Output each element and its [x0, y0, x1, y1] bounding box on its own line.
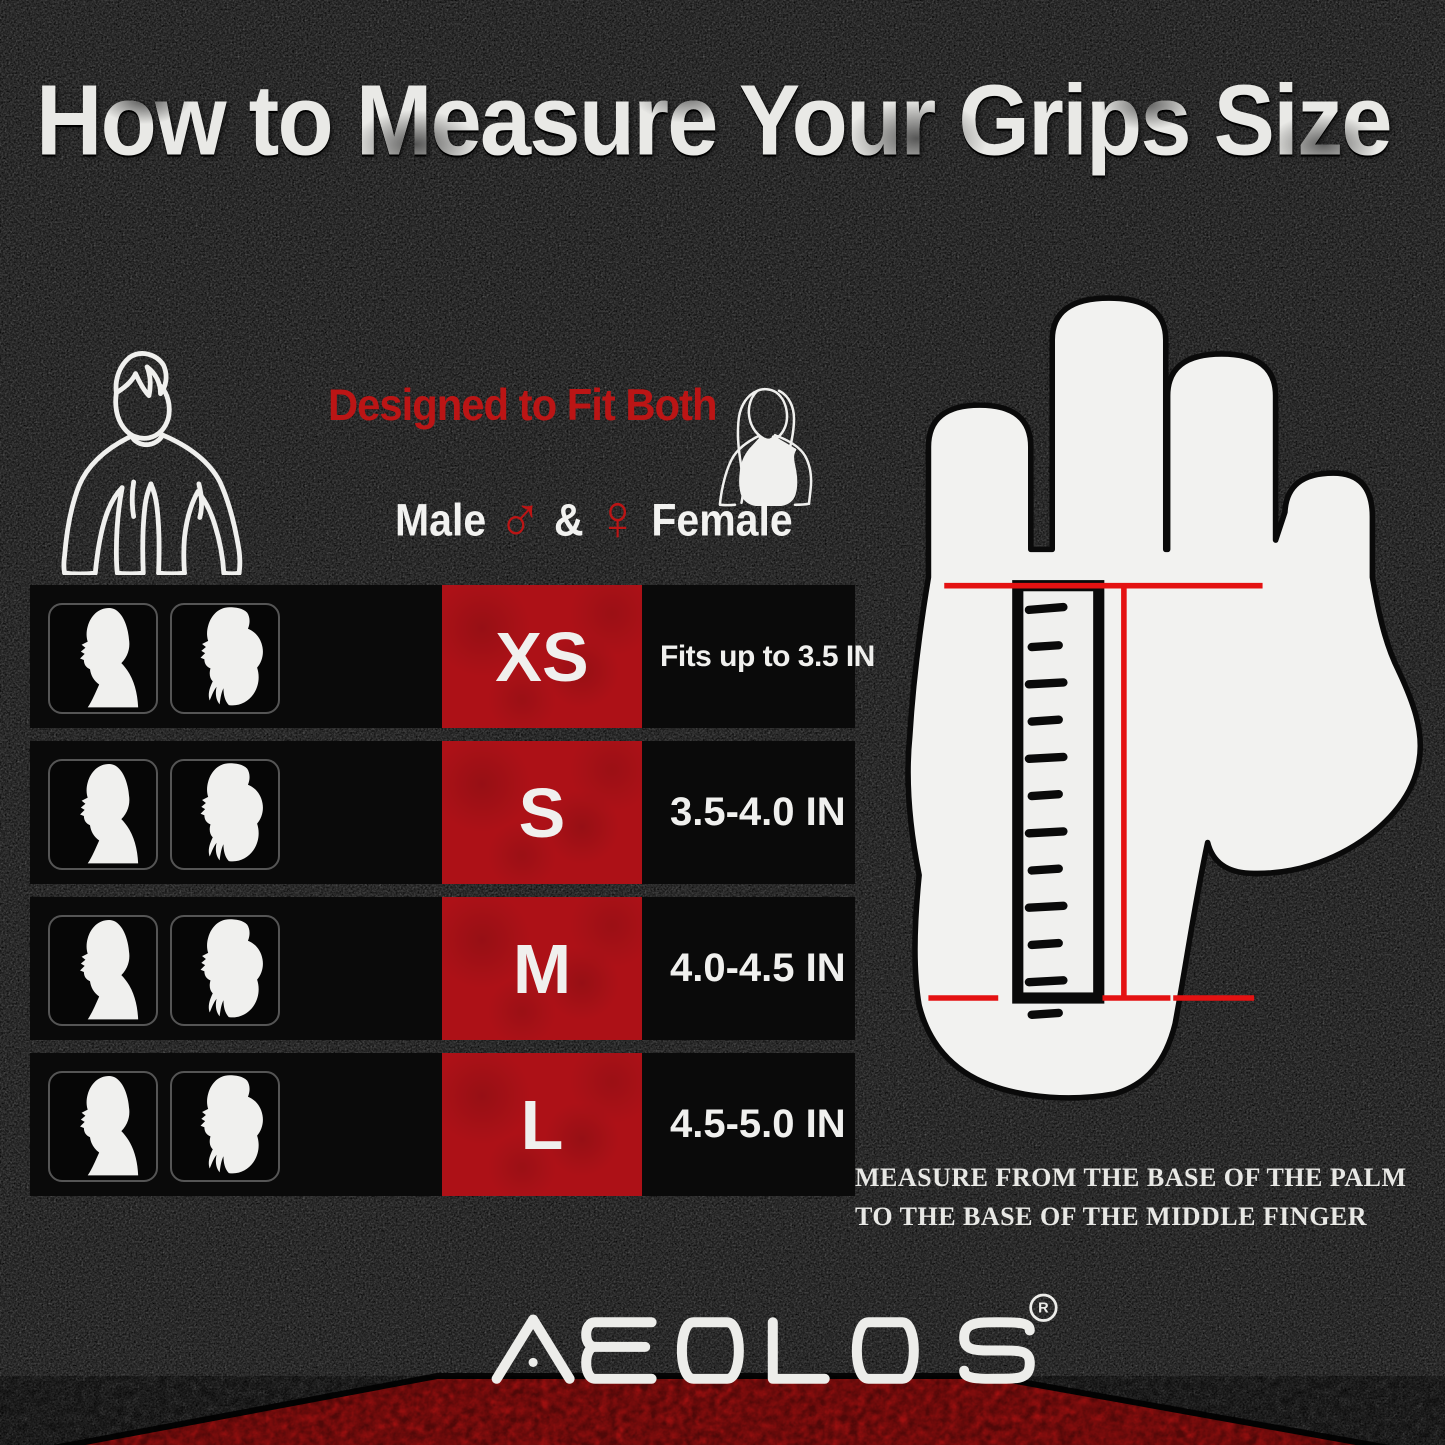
svg-text:R: R [1038, 1300, 1049, 1316]
